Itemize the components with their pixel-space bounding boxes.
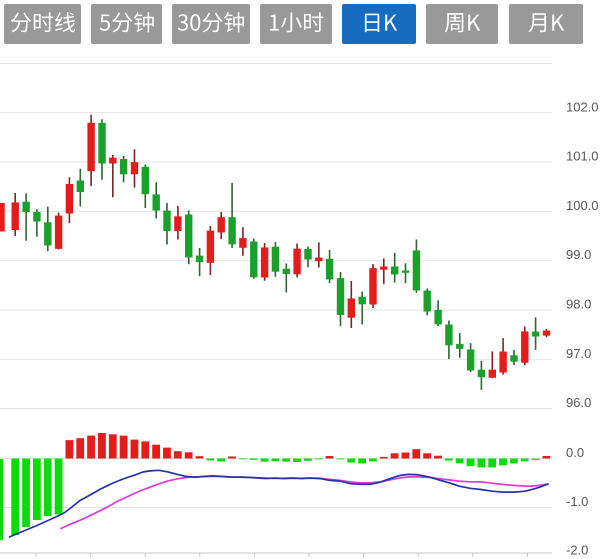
svg-text:100.0: 100.0 (566, 198, 599, 213)
svg-text:97.0: 97.0 (566, 346, 591, 361)
svg-text:-1.0: -1.0 (566, 494, 588, 509)
svg-text:99.0: 99.0 (566, 247, 591, 262)
svg-text:-2.0: -2.0 (566, 543, 588, 558)
svg-text:98.0: 98.0 (566, 297, 591, 312)
svg-text:102.0: 102.0 (566, 99, 599, 114)
svg-text:101.0: 101.0 (566, 149, 599, 164)
svg-text:0.0: 0.0 (566, 445, 584, 460)
svg-text:96.0: 96.0 (566, 395, 591, 410)
